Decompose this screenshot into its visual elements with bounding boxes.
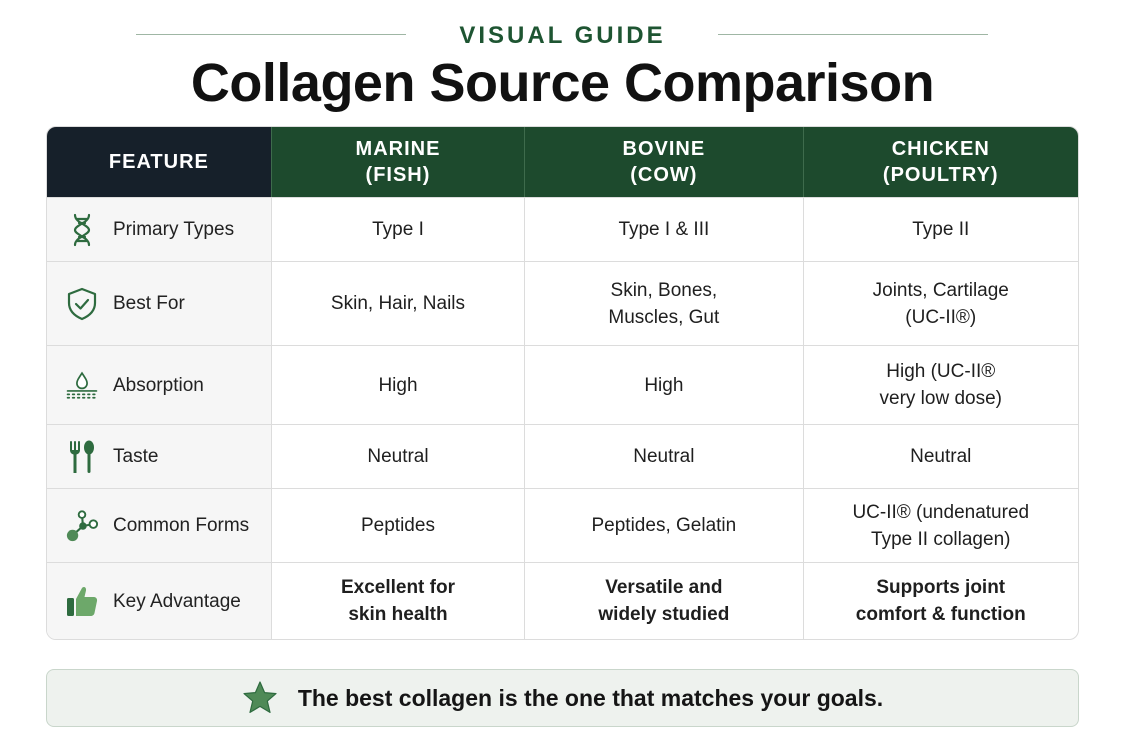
table-row: Common Forms Peptides Peptides, Gelatin …: [47, 488, 1078, 562]
bovine-value: Type I & III: [524, 197, 803, 261]
thumbs-up-icon: [65, 584, 99, 618]
molecule-icon: [65, 509, 99, 543]
chicken-value: Joints, Cartilage (UC-II®): [802, 261, 1078, 345]
star-icon: [243, 681, 277, 713]
marine-value: Excellent for skin health: [270, 562, 525, 639]
takeaway-banner: The best collagen is the one that matche…: [46, 669, 1079, 727]
table-row: Taste Neutral Neutral Neutral: [47, 424, 1078, 488]
chicken-value: Neutral: [802, 424, 1078, 488]
table-row: Key Advantage Excellent for skin health …: [47, 562, 1078, 639]
marine-value: Type I: [270, 197, 525, 261]
bovine-value: Skin, Bones, Muscles, Gut: [524, 261, 803, 345]
table-row: Best For Skin, Hair, Nails Skin, Bones, …: [47, 261, 1078, 345]
feature-label: Common Forms: [113, 515, 250, 536]
shield-check-icon: [65, 287, 99, 321]
feature-label: Best For: [113, 293, 185, 314]
header-row: FEATURE MARINE (FISH) BOVINE (COW) CHICK…: [47, 127, 1078, 197]
comparison-table: FEATURE MARINE (FISH) BOVINE (COW) CHICK…: [46, 126, 1079, 640]
feature-cell: Key Advantage: [47, 562, 271, 639]
bovine-value: Versatile and widely studied: [524, 562, 803, 639]
feature-cell: Absorption: [47, 345, 271, 424]
eyebrow-row: VISUAL GUIDE: [0, 22, 1125, 49]
table-row: Primary Types Type I Type I & III Type I…: [47, 197, 1078, 261]
banner-text: The best collagen is the one that matche…: [297, 684, 884, 711]
eyebrow-rule-left: [136, 34, 406, 35]
chicken-value: Supports joint comfort & function: [802, 562, 1078, 639]
marine-value: Peptides: [270, 488, 525, 562]
chicken-value: UC-II® (undenatured Type II collagen): [802, 488, 1078, 562]
bovine-value: High: [524, 345, 803, 424]
chicken-value: High (UC-II® very low dose): [802, 345, 1078, 424]
marine-value: Skin, Hair, Nails: [270, 261, 525, 345]
feature-cell: Best For: [47, 261, 271, 345]
feature-label: Primary Types: [113, 219, 235, 240]
bovine-value: Neutral: [524, 424, 803, 488]
feature-label: Absorption: [113, 374, 204, 396]
feature-label: Key Advantage: [113, 590, 241, 612]
feature-cell: Primary Types: [47, 197, 271, 261]
header-marine: MARINE (FISH): [270, 127, 525, 197]
header-chicken: CHICKEN (POULTRY): [802, 127, 1078, 197]
bovine-value: Peptides, Gelatin: [524, 488, 803, 562]
eyebrow-rule-right: [718, 34, 988, 35]
page-title: Collagen Source Comparison: [190, 53, 935, 113]
header-bovine: BOVINE (COW): [524, 127, 803, 197]
feature-label: Taste: [113, 446, 159, 467]
fork-spoon-icon: [65, 440, 99, 474]
droplet-icon: [65, 368, 99, 402]
dna-icon: [65, 213, 99, 247]
header-feature: FEATURE: [47, 127, 271, 197]
feature-cell: Common Forms: [47, 488, 271, 562]
table-row: Absorption High High High (UC-II® very l…: [47, 345, 1078, 424]
marine-value: Neutral: [270, 424, 525, 488]
marine-value: High: [270, 345, 525, 424]
chicken-value: Type II: [802, 197, 1078, 261]
feature-cell: Taste: [47, 424, 271, 488]
eyebrow-label: VISUAL GUIDE: [459, 22, 666, 49]
